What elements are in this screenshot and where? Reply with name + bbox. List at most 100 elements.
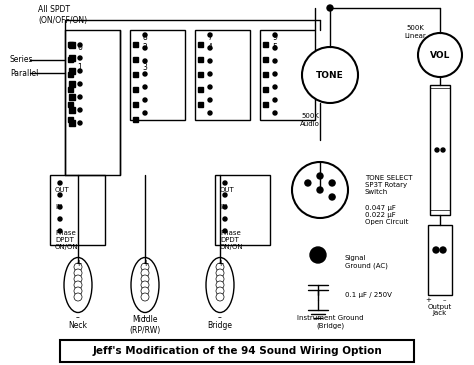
Text: Neck: Neck [69,320,88,330]
Circle shape [74,275,82,283]
Circle shape [216,287,224,295]
Text: Output
Jack: Output Jack [428,304,452,316]
Circle shape [78,82,82,86]
Circle shape [78,56,82,60]
Bar [68,87,73,92]
Bar [133,102,138,107]
Text: 7: 7 [208,34,212,42]
Text: IN: IN [55,204,62,210]
Circle shape [440,247,446,253]
Bar [133,87,138,92]
Circle shape [58,205,62,209]
Circle shape [58,229,62,233]
Circle shape [273,72,277,76]
Circle shape [273,33,277,37]
Bar [69,94,75,100]
Circle shape [143,111,147,115]
Circle shape [433,247,439,253]
Circle shape [78,121,82,125]
Text: 3: 3 [143,64,147,73]
Text: Bridge: Bridge [208,320,233,330]
Text: 0.047 μF
0.022 μF
Open Circuit: 0.047 μF 0.022 μF Open Circuit [365,205,409,225]
Circle shape [143,72,147,76]
Bar [198,42,203,47]
Circle shape [74,263,82,271]
Text: VOL: VOL [430,50,450,59]
Bar [263,102,268,107]
Circle shape [74,287,82,295]
Circle shape [273,85,277,89]
Text: 500K
Audio: 500K Audio [300,114,320,127]
Text: –: – [442,297,446,303]
Circle shape [78,69,82,73]
Bar [68,102,73,107]
Circle shape [78,43,82,47]
Circle shape [441,148,445,152]
Text: TONE SELECT
SP3T Rotary
Switch: TONE SELECT SP3T Rotary Switch [365,175,412,195]
Circle shape [143,33,147,37]
Circle shape [216,293,224,301]
Circle shape [327,5,333,11]
Circle shape [143,85,147,89]
Text: TONE: TONE [316,70,344,80]
Text: OUT: OUT [220,187,235,193]
Bar [68,42,73,47]
Circle shape [141,263,149,271]
Text: 2: 2 [143,43,147,53]
Circle shape [273,98,277,102]
Bar [133,117,138,122]
Circle shape [292,162,348,218]
Text: 6: 6 [78,43,82,53]
Circle shape [78,108,82,112]
Circle shape [273,46,277,50]
Circle shape [208,72,212,76]
Bar [69,120,75,126]
Text: OUT: OUT [55,187,70,193]
Circle shape [74,281,82,289]
Bar [198,57,203,62]
Bar [430,85,450,215]
Text: IN: IN [220,204,227,210]
Bar [68,57,73,62]
Circle shape [141,269,149,277]
Text: 4: 4 [208,43,212,53]
Text: 0.1 μF / 250V: 0.1 μF / 250V [345,292,392,298]
Circle shape [208,85,212,89]
Bar [263,72,268,77]
Text: 500K
Linear: 500K Linear [404,26,426,38]
Text: Phase
DPDT
ON/ON: Phase DPDT ON/ON [220,230,244,250]
Circle shape [141,287,149,295]
Bar [263,42,268,47]
Circle shape [310,247,326,263]
Circle shape [208,33,212,37]
Text: +: + [217,258,223,268]
Circle shape [435,148,439,152]
Bar [69,107,75,113]
Circle shape [305,180,311,186]
Bar [195,30,250,120]
Bar [69,55,75,61]
Text: +: + [425,297,431,303]
Circle shape [302,47,358,103]
Text: All SPDT
(ON/OFF/ON): All SPDT (ON/OFF/ON) [38,5,87,25]
Circle shape [273,111,277,115]
Text: +: + [75,258,81,268]
Bar [260,30,315,120]
Circle shape [216,281,224,289]
Circle shape [216,275,224,283]
Bar [50,175,105,245]
Circle shape [141,281,149,289]
Text: Signal
Ground (AC): Signal Ground (AC) [345,255,388,269]
Bar [215,175,270,245]
Circle shape [223,229,227,233]
Circle shape [141,275,149,283]
Text: 9: 9 [273,34,277,42]
Circle shape [143,59,147,63]
Text: Parallel: Parallel [10,69,38,77]
Text: –: – [218,314,222,323]
Circle shape [273,59,277,63]
Bar [133,57,138,62]
Circle shape [216,263,224,271]
Circle shape [208,59,212,63]
Bar [198,102,203,107]
